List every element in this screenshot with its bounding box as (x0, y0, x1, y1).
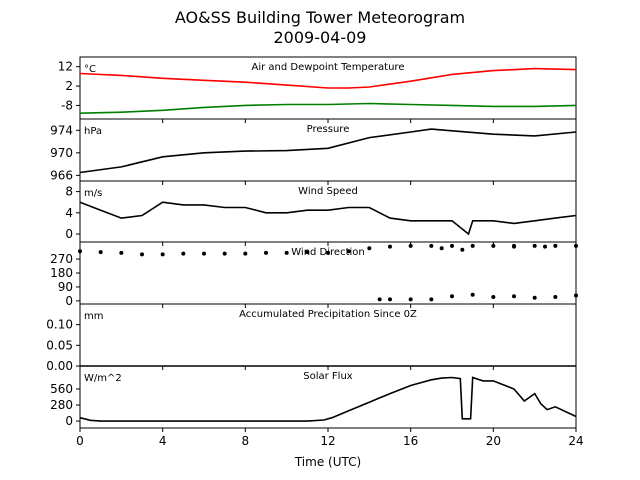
figure-title-date: 2009-04-09 (273, 28, 367, 47)
wind-direction-panel-title: Wind Direction (291, 247, 365, 258)
wind-direction-point (346, 249, 351, 254)
wind-direction-point (553, 243, 558, 248)
wind-speed-panel-title: Wind Speed (298, 186, 358, 197)
wind-direction-point (408, 243, 413, 248)
wind-speed-series-line-0 (79, 201, 577, 236)
air-and-dewpoint-temperature-ytick-label: 12 (58, 60, 73, 74)
xtick-label: 16 (403, 434, 418, 448)
solar-flux-panel-title: Solar Flux (303, 371, 353, 382)
wind-direction-point (532, 243, 537, 248)
pressure-ytick-label: 970 (50, 146, 73, 160)
wind-direction-ytick-label: 270 (50, 252, 73, 266)
wind-direction-point (470, 292, 475, 297)
wind-direction-point (367, 246, 372, 251)
solar-flux-series-line-0 (79, 376, 577, 422)
accumulated-precipitation-since-0z-ytick-label: 0.05 (46, 338, 73, 352)
wind-direction-point (243, 251, 248, 256)
wind-direction-point (450, 243, 454, 248)
xtick-label: 12 (320, 434, 335, 448)
figure-title: AO&SS Building Tower Meteorogram 2009-04… (0, 8, 640, 48)
air-and-dewpoint-temperature-ytick-label: 2 (65, 79, 73, 93)
solar-flux-ytick-label: 0 (65, 414, 73, 428)
wind-direction-point (574, 243, 578, 248)
solar-flux-ytick-label: 280 (50, 398, 73, 412)
wind-direction-point (388, 297, 392, 302)
wind-direction-ytick-label: 180 (50, 266, 73, 280)
wind-direction-point (512, 244, 516, 249)
solar-flux-unit-label: W/m^2 (84, 373, 122, 384)
pressure-ytick-label: 974 (50, 123, 73, 137)
x-axis-label: Time (UTC) (294, 455, 361, 469)
air-and-dewpoint-temperature-series-line-1 (79, 102, 577, 114)
wind-direction-point (119, 250, 124, 255)
wind-direction-point (305, 250, 310, 255)
wind-direction-point (491, 243, 496, 248)
xtick-label: 8 (242, 434, 250, 448)
xtick-label: 4 (159, 434, 167, 448)
wind-direction-point (450, 294, 454, 299)
wind-direction-ytick-label: 90 (58, 280, 73, 294)
wind-direction-point (408, 297, 413, 302)
wind-direction-point (388, 244, 392, 249)
wind-direction-point (553, 295, 558, 300)
wind-speed-ytick-label: 4 (65, 206, 73, 220)
wind-direction-point (78, 249, 82, 254)
xtick-label: 20 (486, 434, 501, 448)
wind-direction-point (470, 243, 475, 248)
xtick-label: 24 (568, 434, 583, 448)
wind-direction-point (460, 247, 465, 252)
wind-direction-point (543, 244, 547, 249)
wind-direction-point (222, 251, 227, 256)
air-and-dewpoint-temperature-series-line-0 (79, 67, 577, 89)
pressure-ytick-label: 966 (50, 168, 73, 182)
xtick-label: 0 (76, 434, 84, 448)
accumulated-precipitation-since-0z-ytick-label: 0.00 (46, 359, 73, 373)
wind-direction-point (491, 295, 496, 300)
wind-direction-point (574, 293, 578, 298)
air-and-dewpoint-temperature-panel-title: Air and Dewpoint Temperature (252, 62, 405, 73)
wind-direction-point (160, 252, 165, 257)
air-and-dewpoint-temperature-unit-label: °C (84, 64, 96, 75)
wind-direction-ytick-label: 0 (65, 294, 73, 308)
wind-direction-point (98, 250, 103, 255)
accumulated-precipitation-since-0z-panel-title: Accumulated Precipitation Since 0Z (239, 309, 417, 320)
wind-speed-unit-label: m/s (84, 188, 102, 199)
wind-direction-point (326, 250, 330, 255)
wind-direction-point (377, 297, 382, 302)
figure-title-main: AO&SS Building Tower Meteorogram (174, 8, 466, 27)
accumulated-precipitation-since-0z-unit-label: mm (84, 311, 103, 322)
pressure-panel-title: Pressure (307, 124, 350, 135)
wind-direction-point (202, 251, 206, 256)
wind-direction-point (284, 250, 289, 255)
wind-speed-ytick-label: 0 (65, 227, 73, 241)
wind-direction-point (439, 246, 444, 251)
wind-direction-point (532, 295, 537, 300)
pressure-unit-label: hPa (84, 126, 102, 137)
wind-direction-point (264, 250, 268, 255)
wind-direction-point (181, 251, 186, 256)
wind-direction-point (140, 252, 144, 257)
wind-direction-point (429, 243, 434, 248)
wind-direction-point (429, 297, 434, 302)
pressure-series-line-0 (79, 128, 577, 174)
accumulated-precipitation-since-0z-ytick-label: 0.10 (46, 318, 73, 332)
air-and-dewpoint-temperature-ytick-label: -8 (61, 98, 73, 112)
solar-flux-ytick-label: 560 (50, 382, 73, 396)
wind-direction-point (512, 294, 516, 299)
wind-speed-ytick-label: 8 (65, 185, 73, 199)
